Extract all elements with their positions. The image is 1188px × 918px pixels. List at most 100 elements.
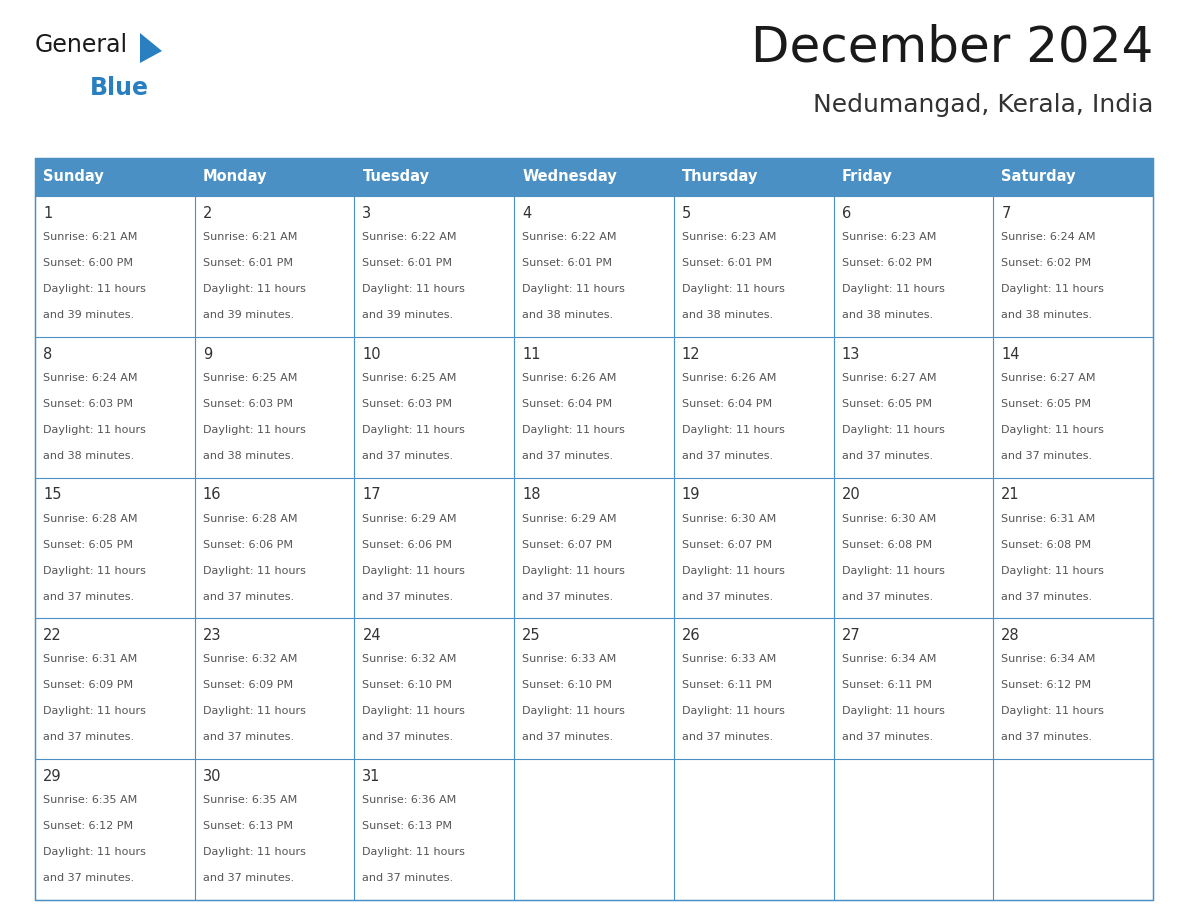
Bar bbox=[195, 196, 354, 337]
Bar bbox=[34, 196, 195, 337]
Text: Sunrise: 6:34 AM: Sunrise: 6:34 AM bbox=[1001, 655, 1095, 665]
Bar bbox=[34, 619, 195, 759]
Text: Sunrise: 6:32 AM: Sunrise: 6:32 AM bbox=[203, 655, 297, 665]
Text: and 37 minutes.: and 37 minutes. bbox=[841, 451, 933, 461]
Text: Sunset: 6:06 PM: Sunset: 6:06 PM bbox=[362, 540, 453, 550]
Text: and 37 minutes.: and 37 minutes. bbox=[841, 733, 933, 743]
Bar bbox=[195, 158, 354, 196]
Text: 3: 3 bbox=[362, 206, 372, 221]
Text: Sunset: 6:07 PM: Sunset: 6:07 PM bbox=[682, 540, 772, 550]
Text: 4: 4 bbox=[523, 206, 531, 221]
Text: and 38 minutes.: and 38 minutes. bbox=[841, 310, 933, 320]
Bar bbox=[195, 477, 354, 619]
Text: Daylight: 11 hours: Daylight: 11 hours bbox=[841, 284, 944, 294]
Bar bbox=[834, 196, 993, 337]
Text: Daylight: 11 hours: Daylight: 11 hours bbox=[1001, 565, 1104, 576]
Text: 28: 28 bbox=[1001, 628, 1019, 644]
Text: Sunset: 6:02 PM: Sunset: 6:02 PM bbox=[1001, 258, 1092, 268]
Text: Sunrise: 6:27 AM: Sunrise: 6:27 AM bbox=[841, 373, 936, 383]
Text: Daylight: 11 hours: Daylight: 11 hours bbox=[362, 284, 466, 294]
Text: Daylight: 11 hours: Daylight: 11 hours bbox=[203, 706, 305, 716]
Text: 29: 29 bbox=[43, 769, 62, 784]
Text: Daylight: 11 hours: Daylight: 11 hours bbox=[1001, 284, 1104, 294]
Text: Sunset: 6:01 PM: Sunset: 6:01 PM bbox=[523, 258, 612, 268]
Text: Sunset: 6:08 PM: Sunset: 6:08 PM bbox=[1001, 540, 1092, 550]
Text: Sunset: 6:07 PM: Sunset: 6:07 PM bbox=[523, 540, 612, 550]
Text: Daylight: 11 hours: Daylight: 11 hours bbox=[362, 565, 466, 576]
Text: Sunrise: 6:22 AM: Sunrise: 6:22 AM bbox=[362, 232, 457, 242]
Text: Sunset: 6:13 PM: Sunset: 6:13 PM bbox=[362, 822, 453, 831]
Text: 2: 2 bbox=[203, 206, 213, 221]
Bar bbox=[195, 759, 354, 900]
Text: 16: 16 bbox=[203, 487, 221, 502]
Bar bbox=[514, 158, 674, 196]
Text: Daylight: 11 hours: Daylight: 11 hours bbox=[43, 565, 146, 576]
Text: Daylight: 11 hours: Daylight: 11 hours bbox=[682, 284, 785, 294]
Text: Nedumangad, Kerala, India: Nedumangad, Kerala, India bbox=[813, 93, 1154, 117]
Bar bbox=[514, 619, 674, 759]
Text: Sunset: 6:01 PM: Sunset: 6:01 PM bbox=[682, 258, 772, 268]
Text: Daylight: 11 hours: Daylight: 11 hours bbox=[203, 847, 305, 857]
Bar bbox=[993, 337, 1154, 477]
Text: Sunset: 6:03 PM: Sunset: 6:03 PM bbox=[43, 398, 133, 409]
Text: and 38 minutes.: and 38 minutes. bbox=[682, 310, 773, 320]
Text: 8: 8 bbox=[43, 347, 52, 362]
Text: Sunrise: 6:28 AM: Sunrise: 6:28 AM bbox=[203, 513, 297, 523]
Text: Daylight: 11 hours: Daylight: 11 hours bbox=[523, 284, 625, 294]
Text: and 39 minutes.: and 39 minutes. bbox=[43, 310, 134, 320]
Text: Wednesday: Wednesday bbox=[523, 170, 617, 185]
Text: Daylight: 11 hours: Daylight: 11 hours bbox=[1001, 425, 1104, 435]
Bar bbox=[514, 759, 674, 900]
Text: 24: 24 bbox=[362, 628, 381, 644]
Bar bbox=[34, 158, 1154, 900]
Text: Friday: Friday bbox=[841, 170, 892, 185]
Text: and 37 minutes.: and 37 minutes. bbox=[523, 451, 613, 461]
Text: Daylight: 11 hours: Daylight: 11 hours bbox=[43, 425, 146, 435]
Text: Sunrise: 6:34 AM: Sunrise: 6:34 AM bbox=[841, 655, 936, 665]
Bar bbox=[834, 759, 993, 900]
Text: 20: 20 bbox=[841, 487, 860, 502]
Bar bbox=[354, 196, 514, 337]
Bar bbox=[34, 337, 195, 477]
Text: Daylight: 11 hours: Daylight: 11 hours bbox=[43, 284, 146, 294]
Text: and 37 minutes.: and 37 minutes. bbox=[43, 591, 134, 601]
Text: Sunset: 6:09 PM: Sunset: 6:09 PM bbox=[43, 680, 133, 690]
Text: Saturday: Saturday bbox=[1001, 170, 1076, 185]
Text: 11: 11 bbox=[523, 347, 541, 362]
Text: Daylight: 11 hours: Daylight: 11 hours bbox=[1001, 706, 1104, 716]
Text: Sunset: 6:08 PM: Sunset: 6:08 PM bbox=[841, 540, 931, 550]
Text: and 38 minutes.: and 38 minutes. bbox=[43, 451, 134, 461]
Bar bbox=[354, 158, 514, 196]
Text: Sunrise: 6:22 AM: Sunrise: 6:22 AM bbox=[523, 232, 617, 242]
Text: Sunrise: 6:21 AM: Sunrise: 6:21 AM bbox=[43, 232, 138, 242]
Text: December 2024: December 2024 bbox=[751, 23, 1154, 71]
Text: Sunrise: 6:25 AM: Sunrise: 6:25 AM bbox=[203, 373, 297, 383]
Text: Sunrise: 6:27 AM: Sunrise: 6:27 AM bbox=[1001, 373, 1095, 383]
Text: and 37 minutes.: and 37 minutes. bbox=[203, 591, 293, 601]
Text: Sunset: 6:11 PM: Sunset: 6:11 PM bbox=[841, 680, 931, 690]
Text: Sunset: 6:05 PM: Sunset: 6:05 PM bbox=[43, 540, 133, 550]
Text: 26: 26 bbox=[682, 628, 701, 644]
Text: 1: 1 bbox=[43, 206, 52, 221]
Text: Sunrise: 6:33 AM: Sunrise: 6:33 AM bbox=[523, 655, 617, 665]
Bar bbox=[34, 158, 195, 196]
Text: Sunrise: 6:21 AM: Sunrise: 6:21 AM bbox=[203, 232, 297, 242]
Text: and 38 minutes.: and 38 minutes. bbox=[203, 451, 293, 461]
Text: 13: 13 bbox=[841, 347, 860, 362]
Text: and 37 minutes.: and 37 minutes. bbox=[682, 591, 773, 601]
Bar bbox=[34, 759, 195, 900]
Text: Daylight: 11 hours: Daylight: 11 hours bbox=[523, 706, 625, 716]
Bar bbox=[993, 759, 1154, 900]
Bar bbox=[354, 759, 514, 900]
Text: and 39 minutes.: and 39 minutes. bbox=[203, 310, 293, 320]
Text: 6: 6 bbox=[841, 206, 851, 221]
Bar bbox=[514, 337, 674, 477]
Bar bbox=[834, 337, 993, 477]
Text: Sunrise: 6:33 AM: Sunrise: 6:33 AM bbox=[682, 655, 776, 665]
Bar bbox=[195, 619, 354, 759]
Text: 25: 25 bbox=[523, 628, 541, 644]
Text: Sunset: 6:09 PM: Sunset: 6:09 PM bbox=[203, 680, 292, 690]
Text: Sunrise: 6:35 AM: Sunrise: 6:35 AM bbox=[203, 795, 297, 805]
Text: 12: 12 bbox=[682, 347, 701, 362]
Text: and 39 minutes.: and 39 minutes. bbox=[362, 310, 454, 320]
